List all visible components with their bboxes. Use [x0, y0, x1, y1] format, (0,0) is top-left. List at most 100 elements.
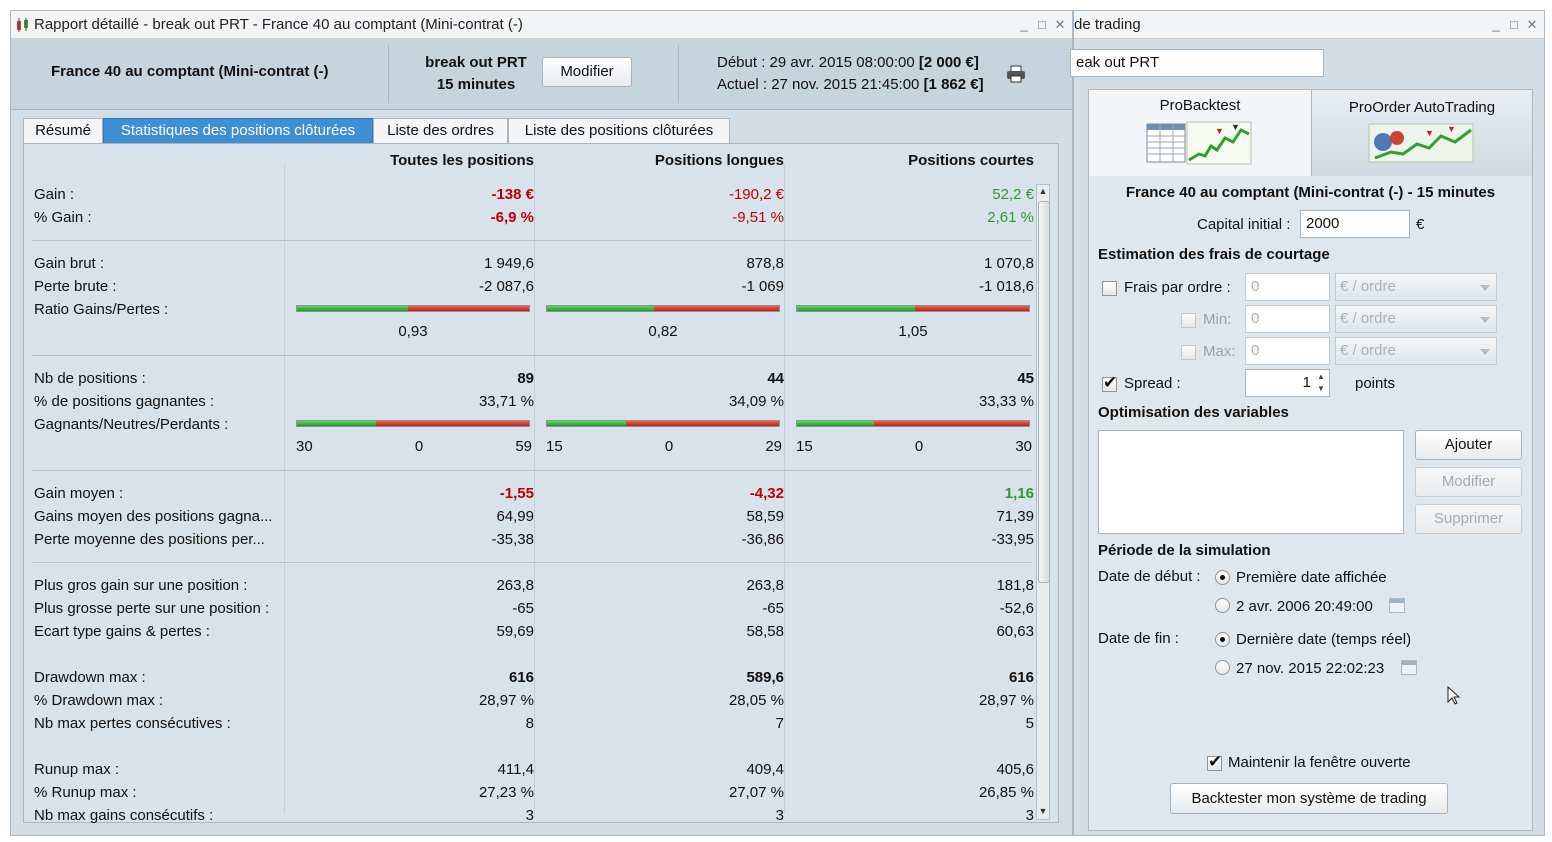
avg-gain-label: Gain moyen :	[34, 485, 124, 502]
fee-min-label: Min:	[1203, 311, 1232, 328]
max-consec-gains-all: 3	[525, 807, 534, 824]
proorder-icon: ▼ ▼	[1368, 123, 1474, 163]
spread-input[interactable]: 1	[1245, 369, 1330, 397]
capital-input[interactable]: 2000	[1300, 210, 1410, 238]
gnp-long-losers: 29	[765, 438, 782, 455]
fee-per-order-input[interactable]: 0	[1245, 273, 1330, 301]
delete-variable-button[interactable]: Supprimer	[1415, 504, 1522, 534]
drawdown-short: 616	[1008, 669, 1034, 686]
spread-checkbox[interactable]	[1102, 373, 1117, 393]
modify-system-button[interactable]: Modifier	[542, 57, 632, 87]
gain-pct-all: -6,9 %	[490, 209, 534, 226]
drawdown-long: 589,6	[746, 669, 784, 686]
max-loss-long: -65	[762, 600, 784, 617]
column-divider	[284, 164, 285, 814]
max-gain-long: 263,8	[746, 577, 784, 594]
winning-pct-long: 34,09 %	[728, 393, 784, 410]
fee-max-checkbox[interactable]	[1181, 345, 1196, 360]
backtest-instrument-heading: France 40 au comptant (Mini-contrat (-) …	[1125, 184, 1496, 201]
probacktest-icon: ▼ ▼	[1146, 121, 1252, 165]
calendar-icon[interactable]	[1389, 598, 1405, 613]
start-capital: [2 000 €]	[918, 54, 979, 71]
stats-panel: Toutes les positions Positions longues P…	[23, 143, 1059, 824]
maximize-icon[interactable]: □	[1510, 17, 1518, 32]
section-divider	[32, 240, 1032, 241]
system-name-field[interactable]: eak out PRT	[1070, 49, 1324, 77]
tab-resume[interactable]: Résumé	[23, 118, 103, 143]
gain-pct-short: 2,61 %	[987, 209, 1034, 226]
fee-max-unit-select[interactable]: € / ordre	[1335, 337, 1497, 365]
max-consec-losses-all: 8	[525, 715, 534, 732]
end-realtime-radio[interactable]	[1215, 632, 1230, 647]
spread-stepper[interactable]: ▲ ▼	[1317, 372, 1325, 393]
drawdown-pct-label: % Drawdown max :	[34, 692, 164, 709]
keep-open-checkbox[interactable]	[1207, 752, 1222, 772]
optim-section-title: Optimisation des variables	[1098, 404, 1289, 421]
system-timeframe: 15 minutes	[436, 76, 516, 93]
current-date: 27 nov. 2015 21:45:00	[771, 76, 920, 93]
avg-win-label: Gains moyen des positions gagna...	[34, 508, 273, 525]
tab-orders[interactable]: Liste des ordres	[373, 118, 508, 143]
minimize-icon[interactable]: _	[1020, 17, 1028, 32]
fee-per-order-unit-select[interactable]: € / ordre	[1335, 273, 1497, 301]
fee-per-order-checkbox[interactable]	[1102, 281, 1117, 296]
avg-loss-all: -35,38	[491, 531, 534, 548]
add-variable-button[interactable]: Ajouter	[1415, 430, 1522, 460]
spread-label: Spread :	[1124, 375, 1181, 392]
chevron-down-icon	[1480, 349, 1490, 355]
calendar-icon[interactable]	[1401, 660, 1417, 675]
end-date-label: Date de fin :	[1098, 630, 1179, 647]
report-info-bar: France 40 au comptant (Mini-contrat (-) …	[11, 39, 1072, 110]
drawdown-label: Drawdown max :	[34, 669, 146, 686]
max-loss-all: -65	[512, 600, 534, 617]
max-consec-losses-label: Nb max pertes consécutives :	[34, 715, 231, 732]
svg-text:▼: ▼	[1425, 128, 1434, 138]
close-icon[interactable]: ✕	[1526, 17, 1538, 32]
max-consec-gains-long: 3	[775, 807, 784, 824]
vertical-scrollbar[interactable]: ▲ ▼	[1036, 184, 1050, 820]
start-date-label: Date de début :	[1098, 568, 1201, 585]
backtest-button[interactable]: Backtester mon système de trading	[1170, 783, 1448, 814]
scroll-up-icon[interactable]: ▲	[1038, 186, 1048, 196]
drawdown-all: 616	[508, 669, 534, 686]
fee-per-order-unit: € / ordre	[1340, 278, 1396, 295]
end-custom-date: 27 nov. 2015 22:02:23	[1236, 660, 1385, 677]
modify-variable-button[interactable]: Modifier	[1415, 467, 1522, 497]
column-divider	[784, 164, 785, 814]
fee-min-unit-select[interactable]: € / ordre	[1335, 305, 1497, 333]
print-icon[interactable]	[1006, 65, 1026, 83]
max-loss-short: -52,6	[999, 600, 1034, 617]
gnp-bar-short	[796, 420, 1030, 427]
minimize-icon[interactable]: _	[1492, 17, 1500, 32]
end-custom-date-radio[interactable]	[1215, 660, 1230, 675]
avg-win-all: 64,99	[496, 508, 534, 525]
fee-min-checkbox[interactable]	[1181, 313, 1196, 328]
scrollbar-thumb[interactable]	[1038, 201, 1050, 583]
winning-pct-all: 33,71 %	[478, 393, 534, 410]
period-section-title: Période de la simulation	[1098, 542, 1271, 559]
gross-loss-long: -1 069	[741, 278, 784, 295]
close-icon[interactable]: ✕	[1054, 17, 1066, 32]
gnp-all-neutral: 0	[414, 438, 424, 455]
tab-probacktest[interactable]: ProBacktest ▼ ▼	[1089, 90, 1312, 176]
start-custom-date-radio[interactable]	[1215, 598, 1230, 613]
start-first-date-radio[interactable]	[1215, 570, 1230, 585]
scroll-down-icon[interactable]: ▼	[1038, 806, 1048, 816]
avg-loss-long: -36,86	[741, 531, 784, 548]
report-titlebar: Rapport détaillé - break out PRT - Franc…	[11, 11, 1072, 39]
fee-max-input[interactable]: 0	[1245, 337, 1330, 365]
maximize-icon[interactable]: □	[1038, 17, 1046, 32]
gnp-long-neutral: 0	[664, 438, 674, 455]
gain-pct-long: -9,51 %	[732, 209, 784, 226]
variables-list[interactable]	[1098, 430, 1404, 534]
tab-closed-positions[interactable]: Liste des positions clôturées	[508, 118, 730, 143]
current-label: Actuel :	[717, 76, 768, 93]
column-header-long: Positions longues	[654, 152, 784, 169]
fee-max-unit: € / ordre	[1340, 342, 1396, 359]
gnp-short-neutral: 0	[914, 438, 924, 455]
tab-proorder[interactable]: ProOrder AutoTrading ▼ ▼	[1312, 90, 1532, 176]
fee-min-input[interactable]: 0	[1245, 305, 1330, 333]
keep-open-label: Maintenir la fenêtre ouverte	[1228, 754, 1411, 771]
tab-closed-stats[interactable]: Statistiques des positions clôturées	[103, 118, 373, 143]
column-header-all: Toutes les positions	[390, 152, 534, 169]
